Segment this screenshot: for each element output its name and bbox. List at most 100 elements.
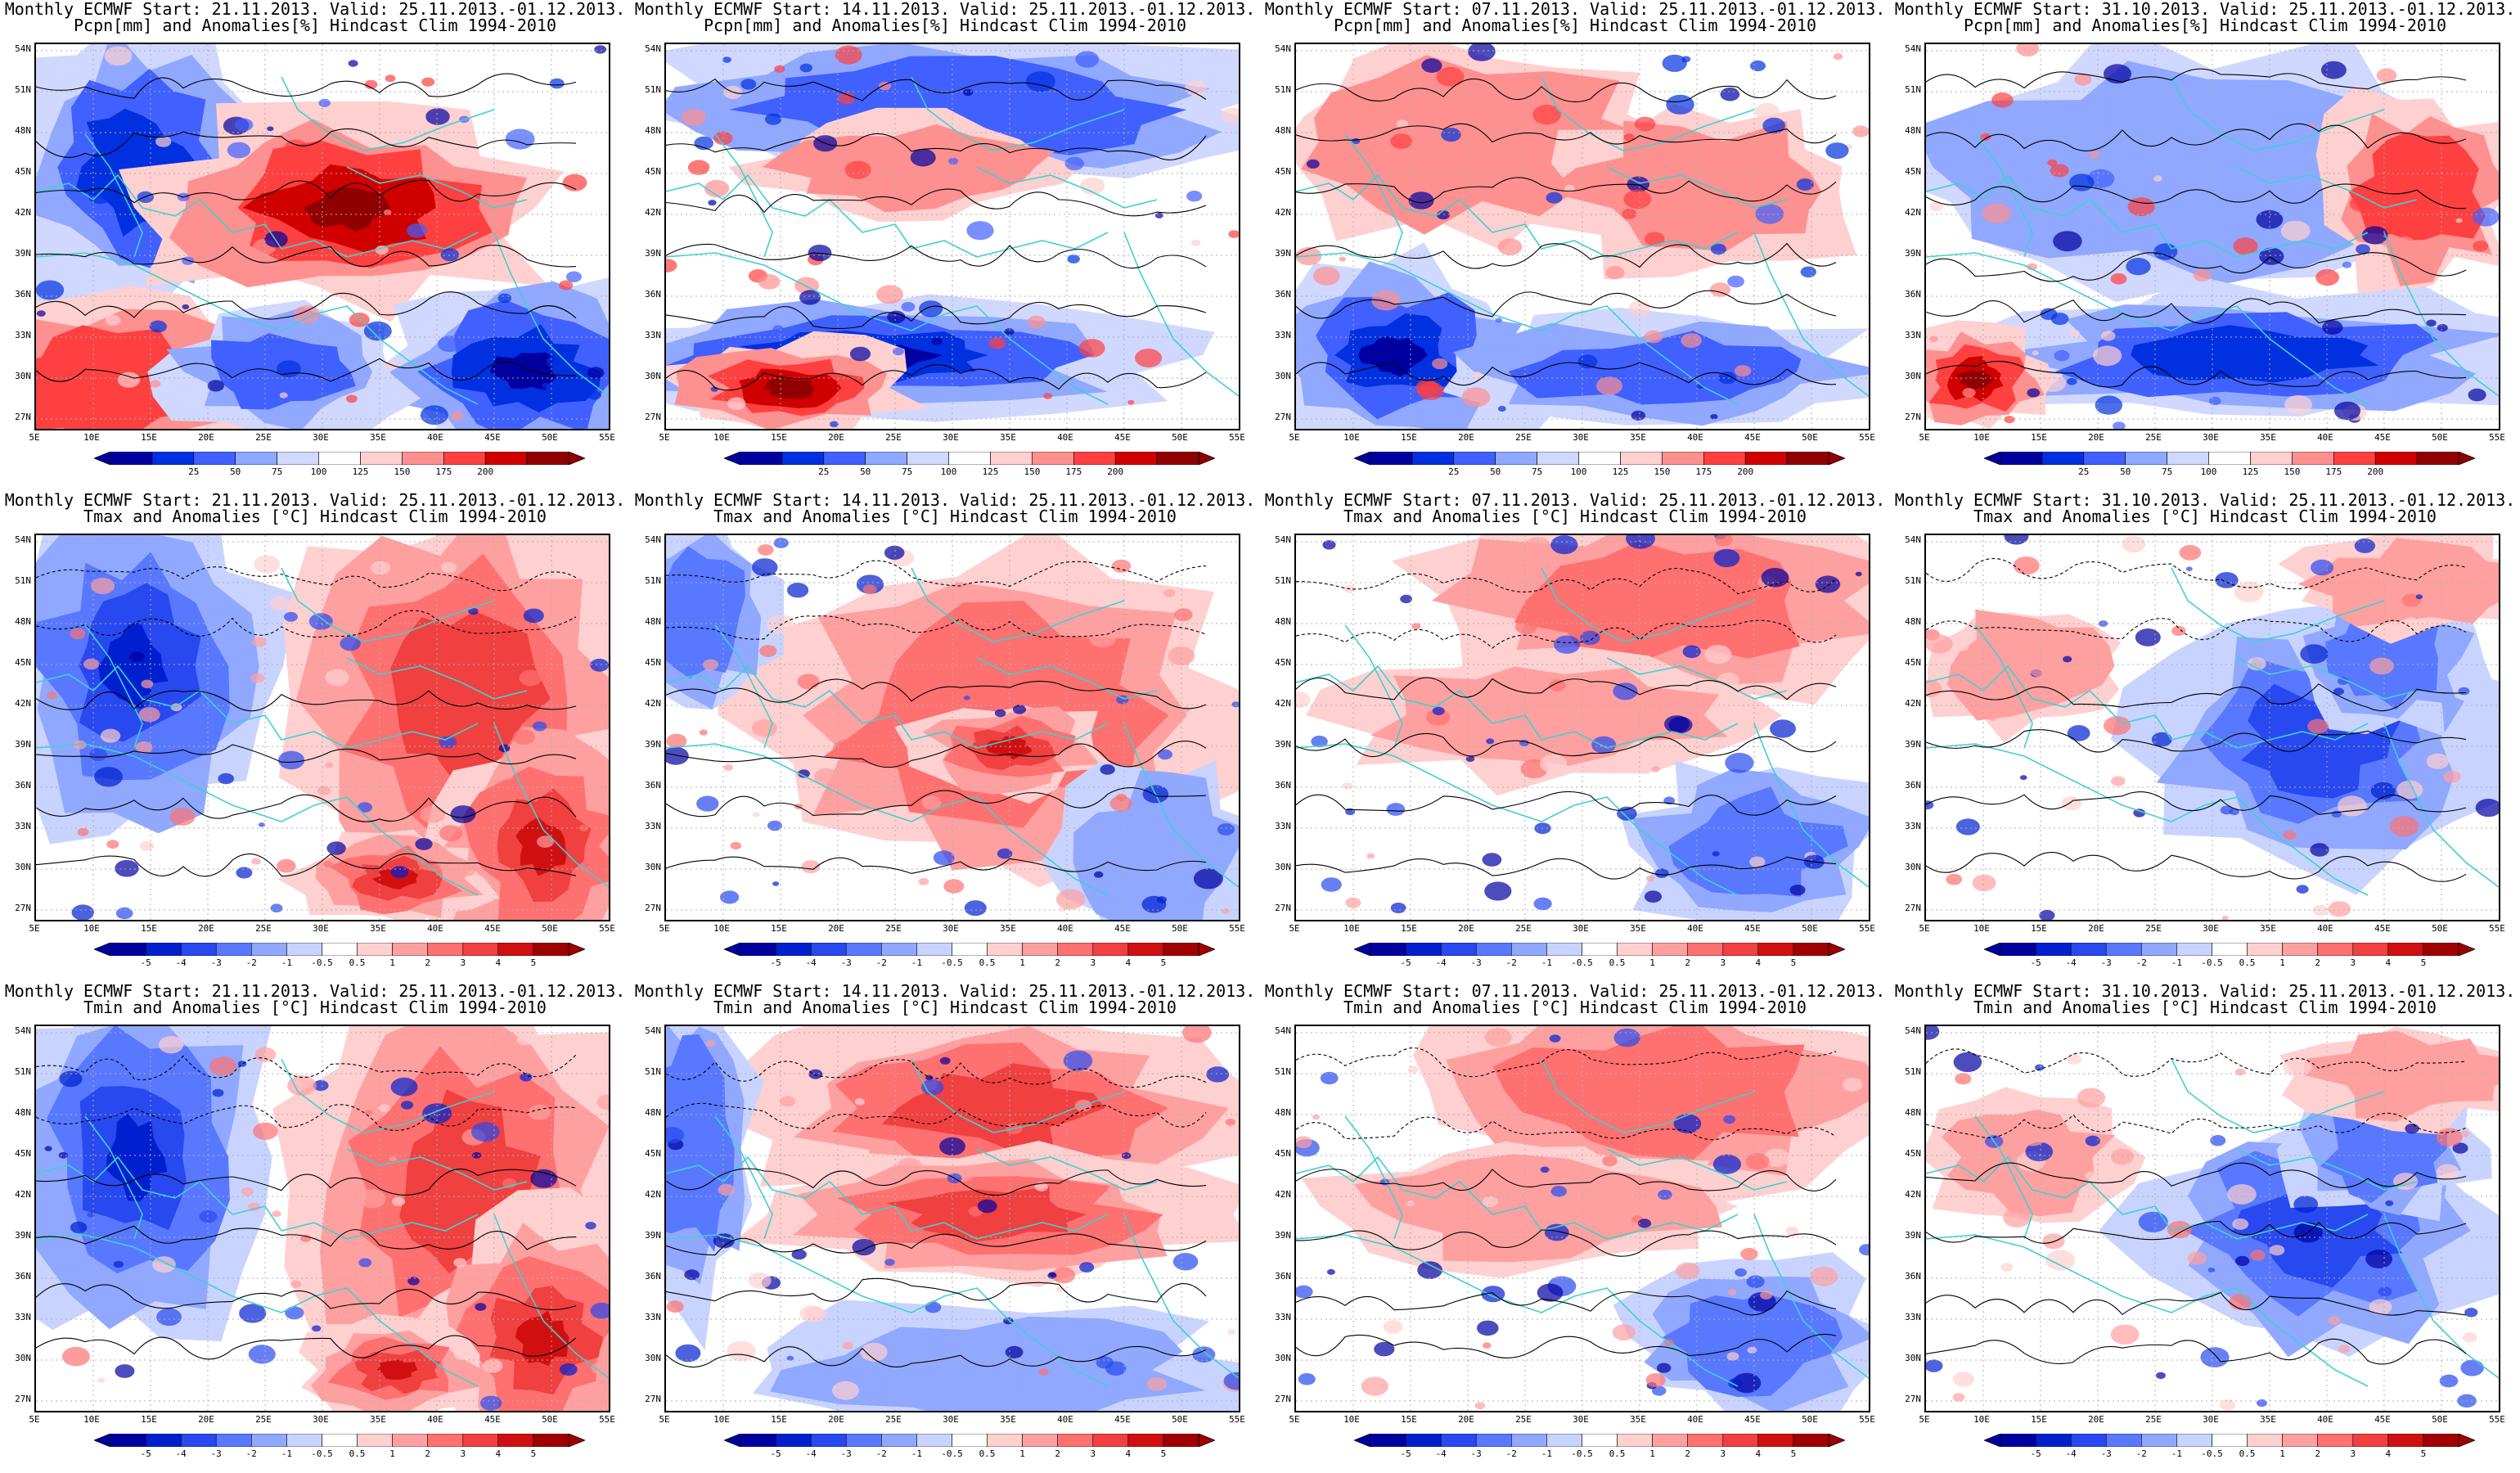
coastline (1753, 232, 1869, 397)
anomaly-speckle (1628, 300, 1651, 318)
anomaly-region (986, 736, 1033, 759)
anomaly-speckle (2293, 1196, 2319, 1214)
anomaly-speckle (2054, 349, 2070, 362)
anomaly-speckle (2310, 843, 2329, 857)
anomaly-speckle (141, 679, 154, 689)
longitude-label: 25E (255, 432, 272, 443)
anomaly-speckle (1321, 877, 1342, 892)
anomaly-speckle (1524, 537, 1550, 555)
colorbar-tick-label: 50 (1490, 466, 1501, 477)
colorbar-swatch (952, 1434, 988, 1447)
coastline (976, 657, 1158, 700)
anomaly-speckle (1383, 1320, 1403, 1334)
colorbar-swatch (2041, 452, 2085, 465)
anomaly-speckle (675, 1344, 701, 1363)
anomaly-speckle (2122, 535, 2146, 553)
contour-line (1926, 68, 2467, 90)
longitude-label: 50E (542, 432, 558, 443)
anomaly-speckle (1407, 1065, 1419, 1074)
anomaly-speckle (1078, 339, 1105, 358)
colorbar-tick-label: 100 (310, 466, 327, 477)
colorbar-swatch (277, 452, 319, 465)
longitude-label: 50E (1172, 1414, 1188, 1425)
anomaly-speckle (1623, 189, 1652, 209)
coastline (976, 166, 1158, 209)
panel-title-run: Monthly ECMWF Start: 21.11.2013. Valid: … (4, 981, 626, 1001)
latitude-label: 36N (15, 289, 31, 300)
longitude-label: 40E (427, 432, 443, 443)
coastline (1541, 567, 1755, 642)
colorbar-swatch (360, 452, 403, 465)
longitude-label: 55E (1859, 432, 1875, 443)
colorbar-tick-label: 2 (2315, 1448, 2320, 1459)
latitude-label: 39N (1905, 739, 1921, 750)
latitude-label: 33N (645, 330, 661, 340)
panel-title-run: Monthly ECMWF Start: 31.10.2013. Valid: … (1894, 981, 2516, 1001)
longitude-label: 10E (83, 432, 100, 443)
anomaly-speckle (62, 1346, 90, 1367)
latitude-label: 30N (15, 862, 31, 872)
anomaly-speckle (2395, 236, 2415, 251)
anomaly-speckle (1047, 1272, 1057, 1279)
colorbar-swatch (392, 1434, 429, 1447)
colorbar-swatch (2125, 452, 2167, 465)
latitude-label: 33N (1275, 330, 1291, 340)
coastline (714, 624, 773, 749)
colorbar-swatch (1582, 1434, 1618, 1447)
colorbar-swatch (1511, 1434, 1547, 1447)
panel-title-variable: Tmin and Anomalies [°C] Hindcast Clim 19… (83, 998, 547, 1017)
anomaly-speckle (1168, 646, 1195, 665)
longitude-label: 15E (771, 432, 787, 443)
anomaly-speckle (1835, 1047, 1850, 1057)
colorbar-swatch (2247, 943, 2283, 956)
anomaly-speckle (1761, 568, 1789, 588)
latitude-label: 54N (15, 534, 31, 545)
colorbar-tick-label: 4 (2385, 1448, 2392, 1459)
anomaly-speckle (1622, 1224, 1636, 1234)
colorbar (724, 943, 1215, 956)
anomaly-speckle (1374, 1341, 1395, 1357)
anomaly-speckle (1307, 159, 1320, 169)
anomaly-speckle (684, 1269, 700, 1281)
latitude-label: 45N (15, 657, 31, 668)
colorbar (1354, 943, 1845, 956)
anomaly-speckle (2039, 909, 2055, 920)
colorbar-tick-label: 3 (1720, 957, 1726, 968)
anomaly-speckle (1762, 117, 1785, 134)
longitude-label: 20E (2088, 1414, 2104, 1425)
anomaly-speckle (1596, 376, 1622, 395)
anomaly-speckle (1027, 315, 1046, 329)
anomaly-speckle (440, 248, 460, 262)
panel-title-variable: Pcpn[mm] and Anomalies[%] Hindcast Clim … (1333, 16, 1816, 35)
longitude-label: 35E (1000, 1414, 1016, 1425)
anomaly-speckle (1717, 672, 1739, 688)
colorbar-tick-label: -4 (175, 1448, 187, 1459)
anomaly-speckle (1146, 1376, 1168, 1391)
anomaly-speckle (562, 173, 587, 191)
anomaly-speckle (1005, 1345, 1024, 1358)
anomaly-speckle (1182, 706, 1190, 713)
contour-line (1296, 1047, 1837, 1078)
anomaly-speckle (1972, 874, 1996, 892)
anomaly-speckle (1185, 80, 1207, 97)
anomaly-speckle (1342, 782, 1353, 790)
anomaly-speckle (520, 1072, 533, 1082)
anomaly-speckle (234, 118, 254, 132)
colorbar-tick-label: 2 (2315, 957, 2320, 968)
longitude-label: 10E (713, 1414, 730, 1425)
anomaly-speckle (751, 558, 778, 577)
anomaly-speckle (1063, 1050, 1093, 1071)
contour-line (1926, 252, 2467, 282)
colorbar-arrow-left (724, 943, 741, 956)
map-panel: Monthly ECMWF Start: 31.10.2013. Valid: … (1890, 491, 2520, 982)
coastline (36, 1234, 479, 1387)
latitude-label: 54N (1275, 534, 1291, 545)
contour-line (666, 301, 1207, 330)
longitude-label: 55E (2489, 1414, 2505, 1425)
anomaly-speckle (2200, 1347, 2230, 1367)
colorbar-tick-label: 1 (389, 957, 395, 968)
anomaly-speckle (2111, 776, 2126, 786)
colorbar-tick-label: 4 (495, 1448, 502, 1459)
longitude-label: 40E (1057, 432, 1073, 443)
colorbar-tick-label: 25 (188, 466, 200, 477)
